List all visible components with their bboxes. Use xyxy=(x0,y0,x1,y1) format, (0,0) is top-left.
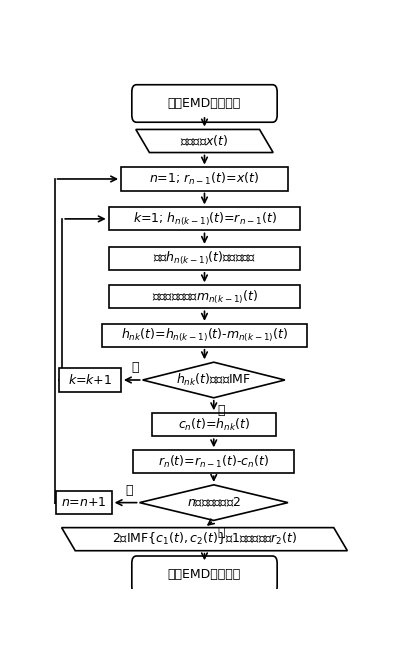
Bar xyxy=(109,207,300,230)
Text: 求上下包络均值$m_{n(k-1)}(t)$: 求上下包络均值$m_{n(k-1)}(t)$ xyxy=(152,288,257,305)
Polygon shape xyxy=(61,528,348,551)
Bar xyxy=(56,491,112,514)
Text: $k$=1; $h_{n(k-1)}(t)$=$r_{n-1}(t)$: $k$=1; $h_{n(k-1)}(t)$=$r_{n-1}(t)$ xyxy=(132,211,277,228)
Text: 是: 是 xyxy=(218,526,225,539)
Text: $r_n(t)$=$r_{n-1}(t)$-$c_n(t)$: $r_n(t)$=$r_{n-1}(t)$-$c_n(t)$ xyxy=(158,453,269,470)
Polygon shape xyxy=(143,362,285,398)
Bar xyxy=(121,167,288,191)
Text: 2个IMF{$c_1(t),c_2(t)$}与1个残差函数$r_2(t)$: 2个IMF{$c_1(t),c_2(t)$}与1个残差函数$r_2(t)$ xyxy=(112,531,297,547)
FancyBboxPatch shape xyxy=(132,85,277,122)
Text: $k$=$k$+1: $k$=$k$+1 xyxy=(68,373,112,387)
Bar xyxy=(152,413,276,436)
Text: 输入信号$x(t)$: 输入信号$x(t)$ xyxy=(180,134,229,148)
Bar xyxy=(109,285,300,308)
Bar xyxy=(133,450,294,473)
Bar xyxy=(109,247,300,270)
Polygon shape xyxy=(140,485,288,520)
Text: $n$是否大于等于2: $n$是否大于等于2 xyxy=(187,496,241,509)
Text: $n$=$n$+1: $n$=$n$+1 xyxy=(61,496,107,509)
Text: 一维EMD程序结束: 一维EMD程序结束 xyxy=(168,568,241,581)
FancyBboxPatch shape xyxy=(132,556,277,594)
Text: $n$=1; $r_{n-1}(t)$=$x(t)$: $n$=1; $r_{n-1}(t)$=$x(t)$ xyxy=(150,171,259,187)
Text: $h_{nk}(t)$=$h_{n(k-1)}(t)$-$m_{n(k-1)}(t)$: $h_{nk}(t)$=$h_{n(k-1)}(t)$-$m_{n(k-1)}(… xyxy=(121,326,288,344)
Polygon shape xyxy=(136,130,273,152)
Bar xyxy=(103,324,306,347)
Text: 否: 否 xyxy=(131,361,139,374)
Text: $h_{nk}(t)$是否为IMF: $h_{nk}(t)$是否为IMF xyxy=(176,372,251,388)
Text: $c_n(t)$=$h_{nk}(t)$: $c_n(t)$=$h_{nk}(t)$ xyxy=(178,416,250,433)
Text: 否: 否 xyxy=(125,484,132,497)
Text: 是: 是 xyxy=(218,404,225,416)
Text: 找出$h_{n(k-1)}(t)$的上下包络: 找出$h_{n(k-1)}(t)$的上下包络 xyxy=(153,250,256,267)
Text: 一维EMD程序开始: 一维EMD程序开始 xyxy=(168,97,241,110)
Bar xyxy=(59,369,121,391)
